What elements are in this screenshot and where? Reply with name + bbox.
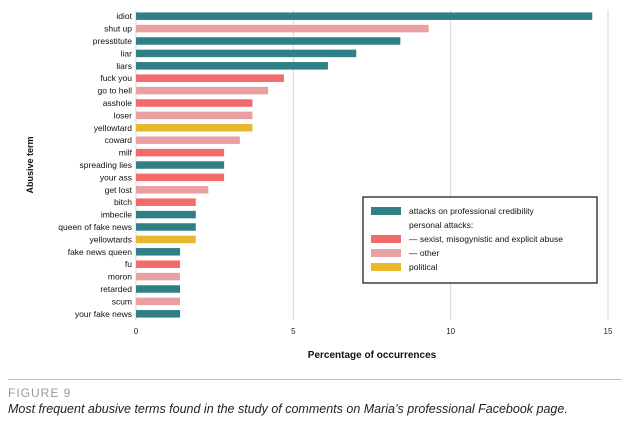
legend-label-sexist: — sexist, misogynistic and explicit abus… bbox=[409, 234, 563, 244]
x-tick-label: 10 bbox=[446, 327, 455, 336]
chart-bars bbox=[136, 12, 593, 318]
y-tick-label: yellowtards bbox=[89, 234, 132, 244]
y-tick-label: get lost bbox=[105, 185, 133, 195]
y-tick-label: asshole bbox=[103, 98, 133, 108]
y-tick-label: milf bbox=[119, 148, 133, 158]
y-tick-label: bitch bbox=[114, 197, 132, 207]
y-tick-label: idiot bbox=[116, 11, 132, 21]
x-tick-label: 5 bbox=[291, 327, 296, 336]
y-tick-label: imbecile bbox=[101, 210, 132, 220]
x-axis-label: Percentage of occurrences bbox=[308, 350, 437, 361]
y-tick-label: yellowtard bbox=[94, 123, 133, 133]
y-tick-label: liars bbox=[116, 61, 132, 71]
caption-divider bbox=[8, 379, 622, 380]
bar-imbecile bbox=[136, 210, 196, 219]
bar-moron bbox=[136, 272, 181, 281]
bar-fu bbox=[136, 260, 181, 268]
legend-swatch-political bbox=[371, 263, 401, 271]
legend-swatch-sexist bbox=[371, 235, 401, 243]
bar-spreading-lies bbox=[136, 161, 225, 169]
bar-scum bbox=[136, 297, 181, 306]
figure-label: FIGURE 9 bbox=[8, 386, 72, 400]
bar-your-fake-news bbox=[136, 310, 181, 318]
x-tick-label: 15 bbox=[604, 327, 613, 336]
bar-asshole bbox=[136, 99, 253, 107]
chart-legend: attacks on professional credibility perso… bbox=[362, 196, 598, 284]
y-tick-label: coward bbox=[105, 135, 133, 145]
legend-label-heading: personal attacks: bbox=[409, 220, 473, 230]
y-tick-label: your ass bbox=[100, 172, 132, 182]
bar-shut-up bbox=[136, 24, 429, 33]
y-tick-label: fu bbox=[125, 259, 132, 269]
y-tick-label: fake news queen bbox=[68, 247, 133, 257]
bar-fake-news-queen bbox=[136, 248, 181, 256]
x-axis-ticks: 0 5 10 15 bbox=[134, 327, 613, 336]
bar-retarded bbox=[136, 285, 181, 293]
bar-yellowtards bbox=[136, 235, 196, 244]
bar-milf bbox=[136, 148, 225, 157]
y-tick-label: shut up bbox=[104, 24, 132, 34]
bar-liar bbox=[136, 49, 357, 58]
y-tick-label: your fake news bbox=[75, 309, 132, 319]
y-tick-label: liar bbox=[121, 48, 133, 58]
x-tick-label: 0 bbox=[134, 327, 139, 336]
bar-coward bbox=[136, 136, 240, 144]
legend-swatch-other bbox=[371, 249, 401, 257]
bar-bitch bbox=[136, 198, 196, 206]
bar-yellowtard bbox=[136, 124, 253, 132]
legend-label-professional: attacks on professional credibility bbox=[409, 206, 534, 216]
y-axis-tick-labels: idiot shut up presstitute liar liars fuck you… bbox=[58, 11, 132, 319]
legend-label-political: political bbox=[409, 262, 437, 272]
y-tick-label: presstitute bbox=[93, 36, 132, 46]
y-tick-label: spreading lies bbox=[80, 160, 132, 170]
bar-your-ass bbox=[136, 173, 225, 182]
bar-idiot bbox=[136, 12, 593, 20]
bar-liars bbox=[136, 62, 328, 70]
bar-get-lost bbox=[136, 186, 209, 194]
bar-go-to-hell bbox=[136, 86, 269, 95]
legend-label-other: — other bbox=[409, 248, 439, 258]
legend-swatch-professional bbox=[371, 207, 401, 215]
bar-fuck-you bbox=[136, 74, 284, 82]
bar-chart: 0 5 10 15 idiot shut up presstitute liar liars f… bbox=[25, 10, 613, 361]
y-tick-label: loser bbox=[114, 110, 133, 120]
y-tick-label: fuck you bbox=[100, 73, 132, 83]
bar-queen-of-fake-news bbox=[136, 223, 196, 231]
y-tick-label: go to hell bbox=[98, 86, 133, 96]
legend-box bbox=[362, 196, 598, 284]
bar-presstitute bbox=[136, 37, 401, 45]
y-tick-label: queen of fake news bbox=[58, 222, 132, 232]
figure-caption: Most frequent abusive terms found in the… bbox=[8, 402, 568, 416]
y-tick-label: scum bbox=[112, 296, 132, 306]
y-tick-label: retarded bbox=[100, 284, 132, 294]
bar-loser bbox=[136, 111, 253, 120]
y-tick-label: moron bbox=[108, 272, 132, 282]
y-axis-label: Abusive term bbox=[25, 136, 35, 193]
